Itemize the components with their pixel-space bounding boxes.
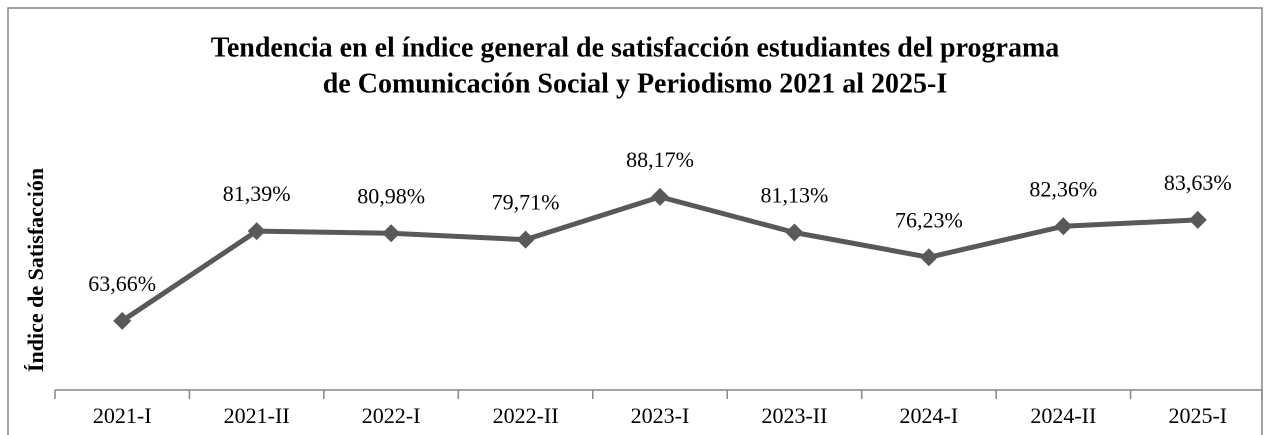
value-label: 63,66% bbox=[88, 271, 156, 296]
y-axis-label: Índice de Satisfacción bbox=[23, 168, 48, 372]
marker bbox=[1054, 217, 1073, 236]
marker bbox=[785, 223, 804, 242]
chart-title: de Comunicación Social y Periodismo 2021… bbox=[323, 68, 948, 99]
line bbox=[120, 194, 1198, 323]
chart-title: Tendencia en el índice general de satisf… bbox=[211, 32, 1060, 63]
x-tick-label: 2024-II bbox=[1030, 403, 1096, 428]
chart-border bbox=[7, 7, 1263, 435]
x-tick-label: 2023-II bbox=[761, 403, 827, 428]
value-label: 79,71% bbox=[492, 190, 560, 215]
value-label: 76,23% bbox=[895, 207, 963, 232]
value-label: 82,36% bbox=[1029, 176, 1097, 201]
x-tick-label: 2025-I bbox=[1168, 403, 1227, 428]
value-label: 83,63% bbox=[1164, 170, 1232, 195]
marker bbox=[516, 230, 535, 249]
x-tick-label: 2024-I bbox=[900, 403, 959, 428]
value-label: 80,98% bbox=[357, 183, 425, 208]
value-label: 81,13% bbox=[761, 183, 829, 208]
marker bbox=[1188, 210, 1207, 229]
value-label: 88,17% bbox=[626, 147, 694, 172]
marker bbox=[919, 248, 938, 267]
x-tick-label: 2022-II bbox=[493, 403, 559, 428]
marker bbox=[113, 311, 132, 330]
marker bbox=[247, 222, 266, 241]
value-label: 81,39% bbox=[223, 181, 291, 206]
x-tick-label: 2023-I bbox=[631, 403, 690, 428]
x-tick-label: 2022-I bbox=[362, 403, 421, 428]
marker bbox=[651, 187, 669, 206]
marker bbox=[382, 224, 401, 243]
x-tick-label: 2021-I bbox=[93, 403, 152, 428]
x-tick-label: 2021-II bbox=[224, 403, 290, 428]
